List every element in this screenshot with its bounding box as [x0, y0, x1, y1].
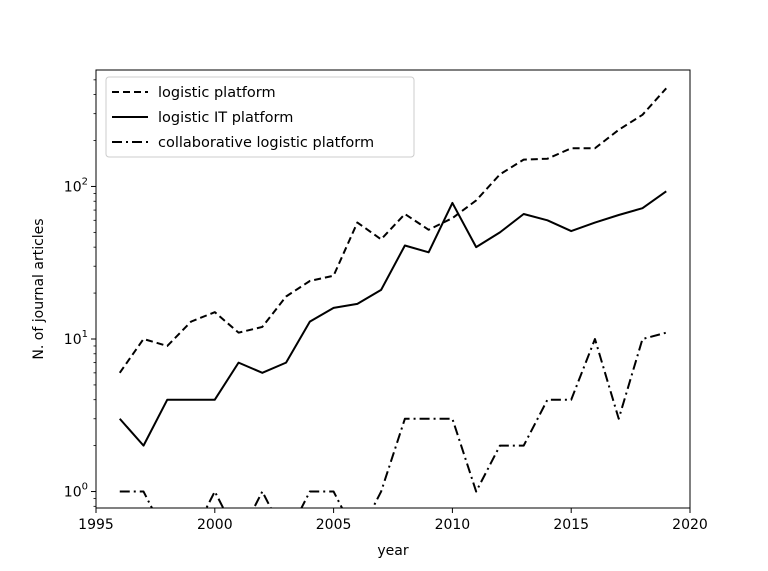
x-tick-label: 1995 [78, 517, 114, 533]
x-tick-label: 2010 [435, 517, 471, 533]
y-tick-label: 102 [64, 176, 88, 195]
y-axis-label: N. of journal articles [31, 218, 47, 359]
x-axis: 1995 2000 2005 2010 2015 2020 [78, 508, 708, 533]
series-line-0 [118, 87, 667, 374]
legend-box [105, 76, 415, 158]
legend-label-0: logistic platform [158, 85, 276, 101]
x-tick-label: 2005 [316, 517, 352, 533]
series-line-1 [119, 190, 667, 447]
x-axis-label: year [377, 543, 408, 559]
legend-label-2: collaborative logistic platform [158, 135, 374, 151]
x-tick-label: 2020 [672, 517, 708, 533]
series-layer [118, 87, 667, 508]
x-tick-label: 2000 [197, 517, 233, 533]
plot-area-frame [95, 69, 691, 509]
legend: logistic platform logistic IT platform col… [105, 76, 415, 158]
legend-label-1: logistic IT platform [158, 110, 293, 126]
y-tick-label: 100 [64, 482, 88, 501]
y-axis: 100 101 102 [64, 79, 96, 507]
y-tick-label: 101 [64, 329, 88, 348]
x-tick-label: 2015 [553, 517, 589, 533]
series-line-2 [119, 331, 667, 508]
